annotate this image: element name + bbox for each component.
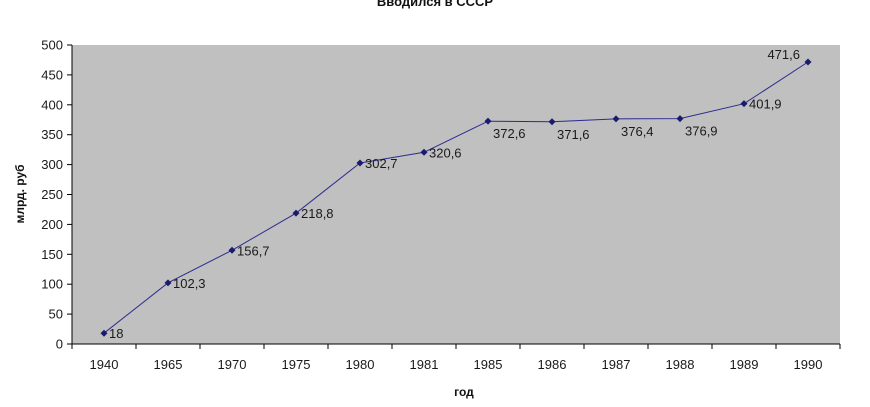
data-label: 471,6 bbox=[767, 47, 800, 62]
data-label: 102,3 bbox=[173, 276, 206, 291]
y-tick-label: 50 bbox=[49, 307, 63, 322]
x-tick-label: 1986 bbox=[538, 357, 567, 372]
series-line bbox=[103, 61, 809, 334]
x-tick-label: 1975 bbox=[282, 357, 311, 372]
data-label: 401,9 bbox=[749, 97, 782, 112]
y-axis-title: млрд. руб bbox=[13, 164, 27, 223]
y-tick-label: 0 bbox=[56, 337, 63, 352]
x-tick-label: 1989 bbox=[730, 357, 759, 372]
x-axis-ticks: 1940 1965 1970 1975 1980 1981 1985 1986 1987 1988… bbox=[71, 344, 841, 372]
data-point-marker bbox=[676, 115, 684, 123]
y-tick-label: 450 bbox=[41, 67, 63, 82]
y-tick-label: 150 bbox=[41, 247, 63, 262]
x-tick-label: 1965 bbox=[154, 357, 183, 372]
x-tick-label: 1987 bbox=[602, 357, 631, 372]
data-label: 376,9 bbox=[685, 124, 718, 139]
x-tick-label: 1940 bbox=[90, 357, 119, 372]
data-labels: 18 102,3 156,7 218,8 302,7 320,6 372,6 371,6 376… bbox=[109, 47, 800, 341]
chart-title: Вводился в СССР bbox=[377, 0, 494, 9]
x-axis-title: год bbox=[454, 385, 474, 399]
x-tick-label: 1980 bbox=[346, 357, 375, 372]
data-point-marker bbox=[804, 58, 812, 66]
data-label: 218,8 bbox=[301, 206, 334, 221]
data-point-marker bbox=[484, 117, 492, 125]
data-point-marker bbox=[740, 100, 748, 108]
data-point-marker bbox=[292, 209, 300, 217]
x-tick-label: 1990 bbox=[794, 357, 823, 372]
data-label: 371,6 bbox=[557, 127, 590, 142]
y-tick-label: 200 bbox=[41, 217, 63, 232]
x-tick-label: 1985 bbox=[474, 357, 503, 372]
data-label: 372,6 bbox=[493, 126, 526, 141]
y-tick-label: 300 bbox=[41, 157, 63, 172]
data-point-marker bbox=[356, 159, 364, 167]
plot-area bbox=[72, 45, 840, 344]
data-point-marker bbox=[164, 279, 172, 287]
data-label: 156,7 bbox=[237, 243, 270, 258]
y-axis-ticks: 0 50 100 150 200 250 300 350 400 450 500 bbox=[41, 38, 72, 352]
data-point-marker bbox=[100, 329, 108, 337]
x-tick-label: 1970 bbox=[218, 357, 247, 372]
y-tick-label: 100 bbox=[41, 277, 63, 292]
y-tick-label: 250 bbox=[41, 187, 63, 202]
data-label: 302,7 bbox=[365, 156, 398, 171]
y-tick-label: 350 bbox=[41, 127, 63, 142]
data-point-marker bbox=[612, 115, 620, 123]
data-label: 376,4 bbox=[621, 124, 654, 139]
data-point-marker bbox=[548, 118, 556, 126]
x-tick-label: 1988 bbox=[666, 357, 695, 372]
data-label: 18 bbox=[109, 326, 123, 341]
series-markers bbox=[100, 58, 812, 337]
data-label: 320,6 bbox=[429, 145, 462, 160]
data-point-marker bbox=[420, 148, 428, 156]
y-tick-label: 500 bbox=[41, 38, 63, 53]
x-tick-label: 1981 bbox=[410, 357, 439, 372]
y-tick-label: 400 bbox=[41, 97, 63, 112]
data-point-marker bbox=[228, 246, 236, 254]
